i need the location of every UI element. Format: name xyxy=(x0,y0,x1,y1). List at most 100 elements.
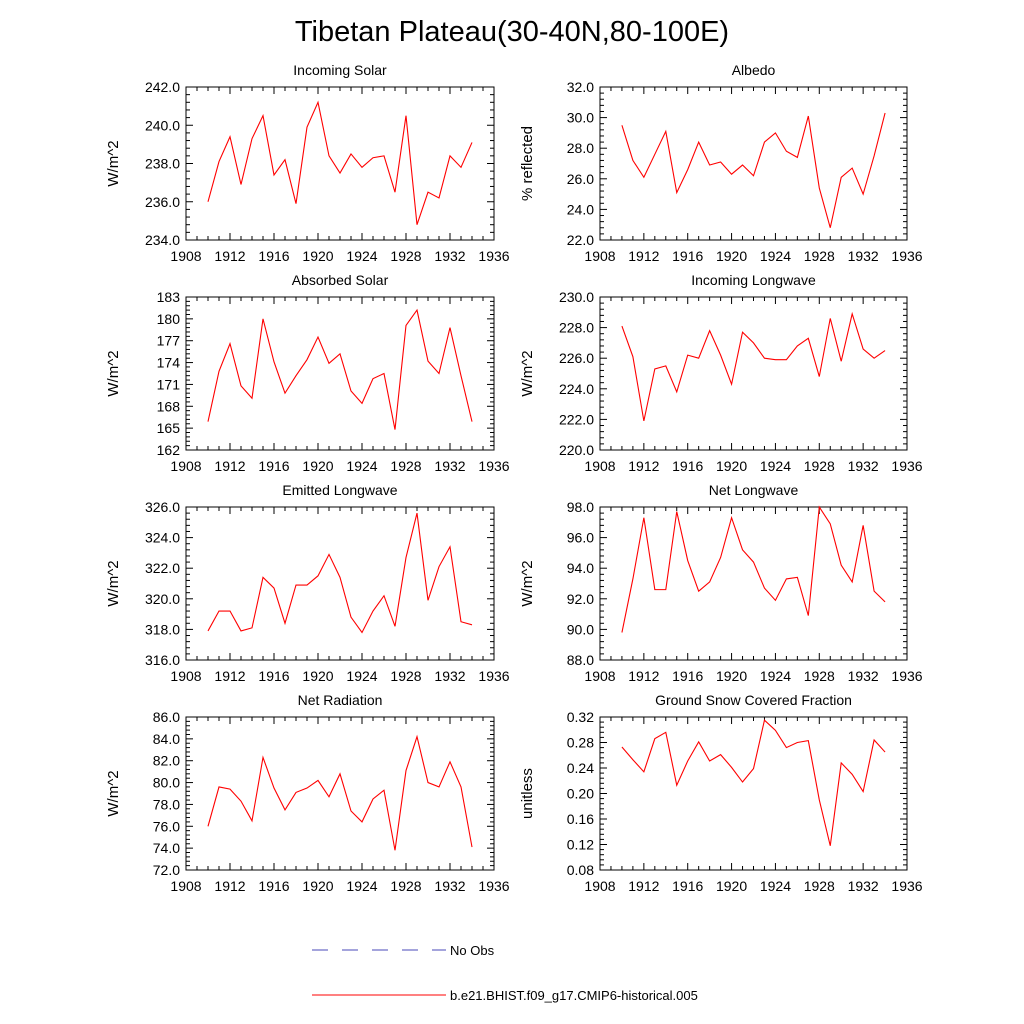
y-tick-label: 242.0 xyxy=(145,79,180,95)
y-tick-label: 94.0 xyxy=(567,560,594,576)
y-tick-label: 174 xyxy=(157,355,181,371)
y-tick-label: 30.0 xyxy=(567,110,594,126)
x-tick-label: 1916 xyxy=(672,248,703,264)
x-tick-label: 1936 xyxy=(891,878,922,894)
panel-title: Net Longwave xyxy=(709,482,799,498)
y-tick-label: 183 xyxy=(157,289,181,305)
chart-panels: 1908 1912 1916 1920 1924 1928 1932 1936 234.0 236… xyxy=(105,62,923,894)
x-tick-label: 1932 xyxy=(434,668,465,684)
x-tick-label: 1928 xyxy=(390,878,421,894)
y-tick-label: 98.0 xyxy=(567,499,594,515)
y-axis-label: W/m^2 xyxy=(105,560,122,606)
y-tick-label: 177 xyxy=(157,333,181,349)
x-tick-label: 1936 xyxy=(478,668,509,684)
x-tick-label: 1936 xyxy=(478,458,509,474)
y-tick-label: 240.0 xyxy=(145,117,180,133)
plot-frame xyxy=(599,716,908,871)
x-tick-label: 1936 xyxy=(891,248,922,264)
y-tick-label: 22.0 xyxy=(567,232,594,248)
figure-title: Tibetan Plateau(30-40N,80-100E) xyxy=(295,16,729,48)
y-tick-label: 26.0 xyxy=(567,171,594,187)
x-tick-label: 1912 xyxy=(628,878,659,894)
x-tick-label: 1936 xyxy=(891,458,922,474)
series-line xyxy=(621,505,886,633)
y-tick-label: 0.20 xyxy=(567,786,594,802)
y-tick-label: 0.28 xyxy=(567,735,594,751)
x-tick-label: 1936 xyxy=(891,668,922,684)
x-tick-label: 1920 xyxy=(302,668,333,684)
x-tick-label: 1924 xyxy=(346,878,377,894)
x-tick-label: 1924 xyxy=(346,458,377,474)
series-line xyxy=(621,311,886,422)
x-tick-label: 1920 xyxy=(716,458,747,474)
x-tick-label: 1928 xyxy=(804,668,835,684)
panel-title: Absorbed Solar xyxy=(292,272,389,288)
y-tick-label: 72.0 xyxy=(153,862,180,878)
x-tick-label: 1924 xyxy=(760,458,791,474)
x-tick-label: 1908 xyxy=(170,458,201,474)
x-tick-label: 1928 xyxy=(390,458,421,474)
x-tick-label: 1932 xyxy=(848,668,879,684)
y-tick-label: 92.0 xyxy=(567,591,594,607)
plot-frame xyxy=(185,506,495,661)
series-line xyxy=(207,734,473,851)
y-tick-label: 24.0 xyxy=(567,201,594,217)
y-tick-label: 0.08 xyxy=(567,862,594,878)
y-tick-label: 78.0 xyxy=(153,796,180,812)
x-tick-label: 1908 xyxy=(170,878,201,894)
x-tick-label: 1928 xyxy=(390,248,421,264)
y-tick-label: 90.0 xyxy=(567,621,594,637)
y-tick-label: 0.16 xyxy=(567,811,594,827)
y-axis-label: W/m^2 xyxy=(519,350,536,396)
chart-incoming-longwave: 1908 1912 1916 1920 1924 1928 1932 1936 220.0 222… xyxy=(519,272,923,474)
series-line xyxy=(207,512,473,634)
x-tick-label: 1920 xyxy=(302,458,333,474)
panel-title: Ground Snow Covered Fraction xyxy=(655,692,852,708)
x-tick-label: 1928 xyxy=(804,878,835,894)
legend-label-no-obs: No Obs xyxy=(450,943,495,958)
x-tick-label: 1912 xyxy=(628,668,659,684)
x-tick-label: 1912 xyxy=(628,248,659,264)
x-tick-label: 1928 xyxy=(804,458,835,474)
y-axis-label: W/m^2 xyxy=(105,770,122,816)
x-tick-label: 1924 xyxy=(346,248,377,264)
y-tick-label: 32.0 xyxy=(567,79,594,95)
chart-incoming-solar: 1908 1912 1916 1920 1924 1928 1932 1936 234.0 236… xyxy=(105,62,510,264)
y-tick-label: 74.0 xyxy=(153,840,180,856)
x-tick-label: 1908 xyxy=(584,668,615,684)
y-tick-label: 222.0 xyxy=(559,411,594,427)
x-tick-label: 1908 xyxy=(584,248,615,264)
y-axis-label: % reflected xyxy=(519,126,536,201)
x-tick-label: 1912 xyxy=(214,248,245,264)
x-tick-label: 1916 xyxy=(258,668,289,684)
y-tick-label: 171 xyxy=(157,376,181,392)
x-tick-label: 1920 xyxy=(716,248,747,264)
panel-title: Albedo xyxy=(732,62,776,78)
y-axis-label: unitless xyxy=(519,768,536,819)
x-tick-label: 1932 xyxy=(434,248,465,264)
x-tick-label: 1908 xyxy=(584,458,615,474)
x-tick-label: 1912 xyxy=(214,668,245,684)
x-tick-label: 1932 xyxy=(848,458,879,474)
y-tick-label: 0.24 xyxy=(567,760,594,776)
y-tick-label: 0.12 xyxy=(567,837,594,853)
x-tick-label: 1912 xyxy=(214,878,245,894)
x-tick-label: 1936 xyxy=(478,878,509,894)
x-tick-label: 1920 xyxy=(716,878,747,894)
chart-net-longwave: 1908 1912 1916 1920 1924 1928 1932 1936 88.0 90.0… xyxy=(519,482,923,684)
y-axis-label: W/m^2 xyxy=(105,350,122,396)
y-tick-label: 84.0 xyxy=(153,731,180,747)
y-tick-label: 168 xyxy=(157,398,181,414)
legend-label-model: b.e21.BHIST.f09_g17.CMIP6-historical.005 xyxy=(450,988,698,1003)
x-tick-label: 1928 xyxy=(804,248,835,264)
plot-frame xyxy=(185,716,495,871)
chart-albedo: 1908 1912 1916 1920 1924 1928 1932 1936 22.0 24.0… xyxy=(519,62,923,264)
chart-net-radiation: 1908 1912 1916 1920 1924 1928 1932 1936 72.0 74.0… xyxy=(105,692,510,894)
chart-absorbed-solar: 1908 1912 1916 1920 1924 1928 1932 1936 162 165 16… xyxy=(105,272,510,474)
x-tick-label: 1912 xyxy=(628,458,659,474)
y-tick-label: 322.0 xyxy=(145,560,180,576)
x-tick-label: 1908 xyxy=(584,878,615,894)
x-tick-label: 1908 xyxy=(170,668,201,684)
y-tick-label: 224.0 xyxy=(559,381,594,397)
